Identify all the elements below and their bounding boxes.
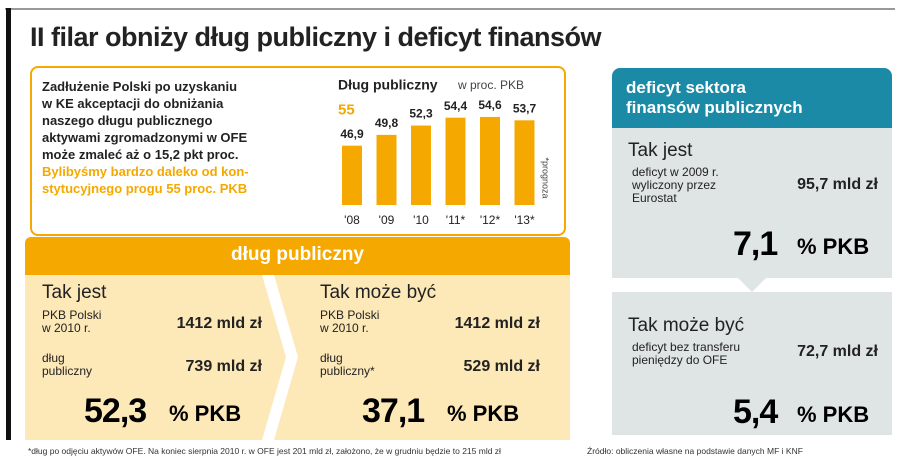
top-rule — [5, 8, 895, 10]
threshold-label: 55 — [338, 101, 355, 118]
section-label: deficyt w 2009 r. wyliczony przez Eurost… — [632, 165, 719, 205]
section-label: deficyt bez transferu pieniędzy do OFE — [632, 340, 741, 367]
row-label: dług publiczny* — [320, 351, 375, 378]
intro-box — [30, 66, 566, 236]
bar-chart: Dług publiczny w proc. PKB 55 46,9 '08 49,8… — [338, 77, 551, 227]
value-label: 54,4 — [444, 99, 468, 113]
column-title: Tak jest — [42, 282, 107, 303]
value-label: 53,7 — [513, 101, 537, 115]
row-label: PKB Polski w 2010 r. — [320, 308, 380, 335]
result-unit: % PKB — [169, 401, 242, 426]
x-tick-label: '13* — [514, 213, 535, 227]
value-label: 54,6 — [478, 98, 502, 112]
intro-highlight: Bylibyśmy bardzo daleko od kon- stytucyj… — [42, 164, 249, 196]
intro-text: Zadłużenie Polski po uzyskaniu w KE akce… — [42, 79, 248, 162]
x-tick-label: '09 — [379, 213, 395, 227]
row-value: 529 mld zł — [463, 358, 540, 375]
x-tick-label: '12* — [480, 213, 501, 227]
result: 52,3 — [84, 392, 147, 430]
row-label: dług publiczny — [42, 351, 93, 378]
bar — [480, 116, 500, 205]
source: Źródło: obliczenia własne na podstawie d… — [587, 446, 803, 456]
x-tick-label: '10 — [413, 213, 429, 227]
bar — [411, 125, 431, 205]
row-value: 1412 mld zł — [176, 315, 262, 332]
side-bar — [6, 8, 11, 440]
chart-title: Dług publiczny — [338, 77, 438, 93]
arrow — [262, 275, 298, 440]
result-unit: % PKB — [797, 402, 870, 427]
debt-header: dług publiczny — [231, 244, 364, 265]
section-title: Tak może być — [628, 315, 745, 336]
result-unit: % PKB — [797, 234, 870, 259]
result: 7,1 — [733, 225, 778, 263]
chart-subtitle: w proc. PKB — [457, 78, 524, 92]
deficit-header-bg — [612, 68, 892, 128]
row-value: 739 mld zł — [185, 358, 262, 375]
deficit-header: deficyt sektora finansów publicznych — [626, 78, 803, 117]
x-tick-label: '08 — [344, 213, 360, 227]
footnote: *dług po odjęciu aktywów OFE. Na koniec … — [28, 446, 501, 456]
result: 5,4 — [733, 393, 778, 431]
value-label: 52,3 — [409, 107, 433, 121]
result-unit: % PKB — [447, 401, 520, 426]
result: 37,1 — [362, 392, 425, 430]
section-value: 95,7 mld zł — [797, 176, 878, 193]
bar — [445, 117, 466, 205]
debt-header-bg — [25, 237, 570, 275]
value-label: 46,9 — [340, 127, 364, 141]
annotation: *prognoza — [541, 157, 551, 198]
section-title: Tak jest — [628, 140, 693, 161]
bar — [376, 134, 397, 205]
section-value: 72,7 mld zł — [797, 343, 878, 360]
bar — [342, 145, 362, 205]
title: II filar obniży dług publiczny i deficyt… — [30, 22, 602, 52]
column-title: Tak może być — [320, 282, 437, 303]
row-value: 1412 mld zł — [454, 315, 540, 332]
value-label: 49,8 — [375, 116, 399, 130]
bar — [514, 120, 535, 205]
row-label: PKB Polski w 2010 r. — [42, 308, 102, 335]
x-tick-label: '11* — [446, 213, 466, 227]
